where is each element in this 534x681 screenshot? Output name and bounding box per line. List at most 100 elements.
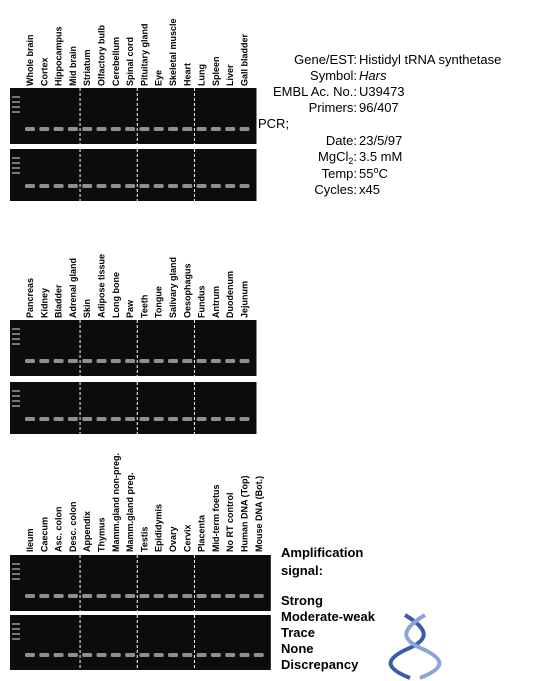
ladder-band: [12, 623, 20, 625]
info-value: 23/5/97: [359, 133, 402, 148]
band: [168, 359, 178, 363]
band: [168, 127, 178, 131]
lane-label: Adrenal gland: [68, 258, 78, 318]
info-value: C: [378, 166, 387, 181]
band: [210, 359, 221, 363]
lane-label: Pancreas: [25, 278, 35, 318]
gel: [10, 320, 257, 376]
band: [53, 184, 64, 188]
band: [139, 653, 150, 657]
info-key-sub: 2: [348, 156, 353, 166]
band: [196, 127, 207, 131]
lane-label: Mid-term foetus: [211, 485, 221, 553]
info-value: 3.5 mM: [359, 149, 402, 164]
ladder-band: [12, 400, 20, 402]
band: [168, 653, 178, 657]
info-value: U39473: [359, 84, 405, 99]
gel: [10, 555, 271, 611]
lane-label: Mamm.gland non-preg.: [111, 453, 121, 552]
ladder-band: [12, 568, 20, 570]
band: [153, 184, 164, 188]
band: [139, 594, 150, 598]
band: [82, 417, 93, 421]
info-key: Temp:: [322, 166, 357, 181]
band: [239, 653, 250, 657]
band: [82, 184, 93, 188]
band: [225, 653, 236, 657]
band: [182, 653, 193, 657]
band: [168, 184, 178, 188]
ladder-band: [12, 172, 20, 174]
info-key: EMBL Ac. No.:: [273, 84, 357, 99]
legend-item: Trace: [281, 625, 315, 640]
lane-label: Bladder: [54, 284, 64, 318]
lane-label: Lung: [197, 64, 207, 86]
lane-label: Cervix: [182, 524, 192, 552]
ladder-band: [12, 106, 20, 108]
band: [110, 359, 121, 363]
lane-label: Heart: [182, 63, 192, 86]
band: [153, 127, 164, 131]
band: [168, 594, 178, 598]
lane-label: Cortex: [39, 57, 49, 86]
lane-label: Pituitary gland: [139, 23, 149, 86]
lane-label: Whole brain: [25, 35, 35, 87]
band: [239, 417, 250, 421]
ladder-band: [12, 395, 20, 397]
legend-item: Discrepancy: [281, 657, 359, 672]
legend-item: Moderate-weak: [281, 609, 376, 624]
lane-label: Adipose tissue: [97, 254, 107, 318]
info-key: Primers:: [309, 100, 357, 115]
band: [96, 127, 107, 131]
lane-label: Spinal cord: [125, 37, 135, 86]
band: [25, 359, 35, 363]
lane-label: Desc. colon: [68, 501, 78, 552]
info-key: Symbol:: [310, 68, 357, 83]
band: [210, 653, 221, 657]
band: [39, 184, 50, 188]
gel: [10, 615, 271, 670]
band: [239, 127, 250, 131]
band: [96, 417, 107, 421]
band: [225, 184, 236, 188]
lane-label: Salivary gland: [168, 257, 178, 318]
ladder-band: [12, 573, 20, 575]
band: [139, 359, 150, 363]
lane-label: Oesophagus: [182, 263, 192, 318]
band: [110, 653, 121, 657]
info-key: PCR;: [258, 116, 289, 131]
band: [225, 127, 236, 131]
legend-title: signal:: [281, 563, 323, 578]
band: [67, 417, 78, 421]
band: [196, 184, 207, 188]
info-block: Gene/EST: Histidyl tRNA synthetase Symbo…: [258, 52, 501, 197]
band: [67, 359, 78, 363]
band: [25, 594, 35, 598]
band: [110, 594, 121, 598]
band: [153, 359, 164, 363]
lane-label: Asc. colon: [54, 506, 64, 552]
lane-label: Mid brain: [68, 46, 78, 86]
info-value: 55oC: [359, 165, 388, 181]
band: [96, 184, 107, 188]
band: [125, 417, 136, 421]
band: [182, 417, 193, 421]
band: [210, 184, 221, 188]
gel: [10, 149, 257, 201]
band: [182, 127, 193, 131]
info-value: Hars: [359, 68, 387, 83]
band: [125, 359, 136, 363]
lane-label: Teeth: [139, 295, 149, 318]
ladder-band: [12, 390, 20, 392]
ladder-band: [12, 162, 20, 164]
band: [253, 653, 264, 657]
ladder-band: [12, 343, 20, 345]
band: [53, 127, 64, 131]
band: [196, 653, 207, 657]
band: [39, 417, 50, 421]
lane-label: Striatum: [82, 49, 92, 86]
lane-label: Paw: [125, 299, 135, 318]
band: [182, 184, 193, 188]
band: [239, 184, 250, 188]
